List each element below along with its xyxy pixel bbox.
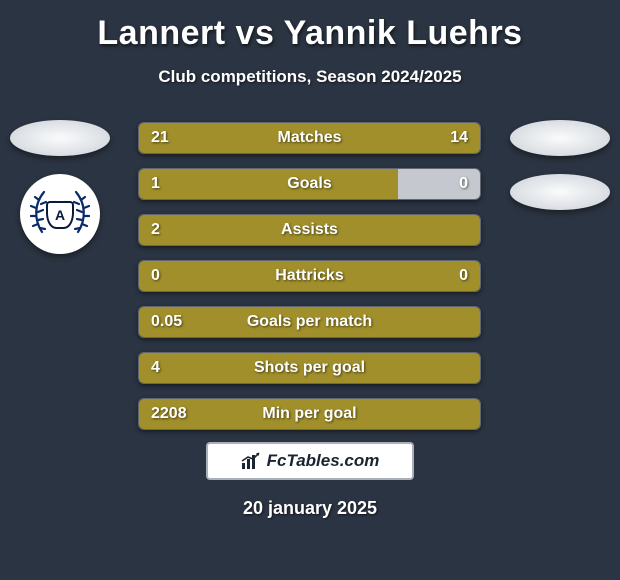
watermark-text: FcTables.com <box>267 451 380 471</box>
crest-letter: A <box>46 201 74 229</box>
stat-bar: 2208Min per goal <box>138 398 481 430</box>
subtitle: Club competitions, Season 2024/2025 <box>0 67 620 87</box>
page-title: Lannert vs Yannik Luehrs <box>0 0 620 53</box>
stat-label: Assists <box>139 215 480 245</box>
stat-bar: 21Matches14 <box>138 122 481 154</box>
stat-label: Goals <box>139 169 480 199</box>
stat-right-value: 0 <box>459 261 468 291</box>
stat-right-value: 0 <box>459 169 468 199</box>
stat-bar: 0Hattricks0 <box>138 260 481 292</box>
player-badge-right-club <box>510 174 610 210</box>
stat-label: Goals per match <box>139 307 480 337</box>
stat-label: Min per goal <box>139 399 480 429</box>
player-badge-left-country <box>10 120 110 156</box>
stat-right-value: 14 <box>450 123 468 153</box>
watermark: FcTables.com <box>206 442 414 480</box>
stat-label: Matches <box>139 123 480 153</box>
left-badges-column: A <box>10 120 110 254</box>
chart-icon <box>241 452 261 470</box>
stat-bar: 2Assists <box>138 214 481 246</box>
stat-bar: 4Shots per goal <box>138 352 481 384</box>
stats-bars: 21Matches141Goals02Assists0Hattricks00.0… <box>138 122 481 430</box>
stat-label: Hattricks <box>139 261 480 291</box>
player-badge-left-club: A <box>20 174 100 254</box>
player-badge-right-country <box>510 120 610 156</box>
footer-date: 20 january 2025 <box>0 498 620 519</box>
stat-label: Shots per goal <box>139 353 480 383</box>
right-badges-column <box>510 120 610 210</box>
stat-bar: 0.05Goals per match <box>138 306 481 338</box>
stat-bar: 1Goals0 <box>138 168 481 200</box>
